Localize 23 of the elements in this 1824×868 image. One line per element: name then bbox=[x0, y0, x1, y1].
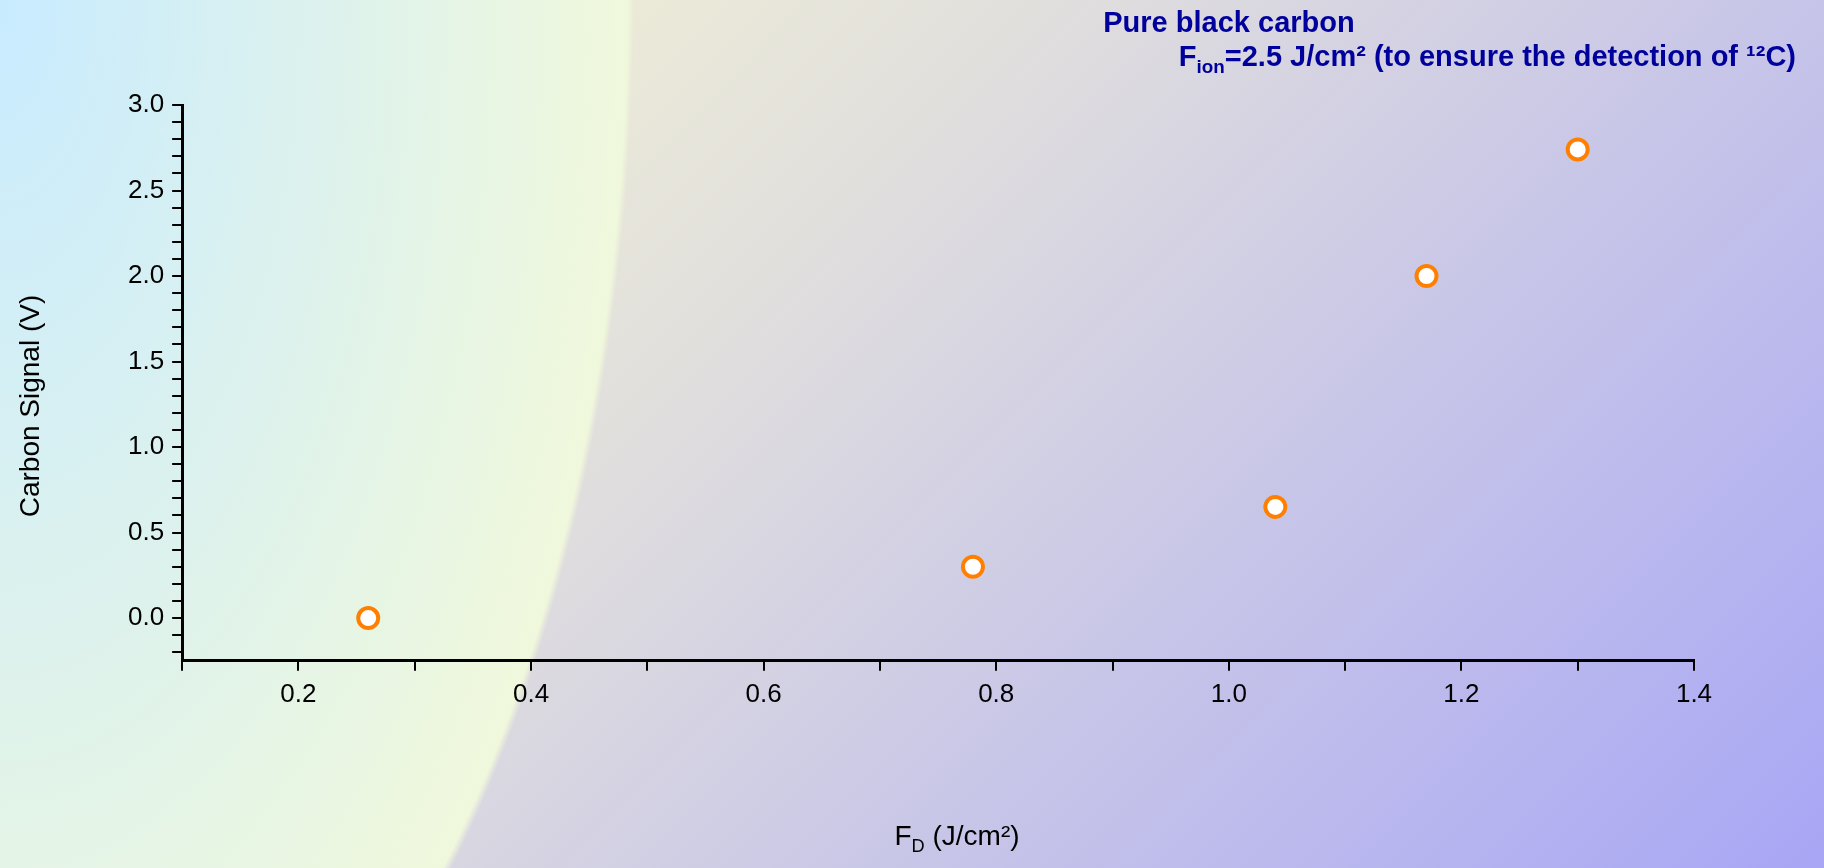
y-tick-label: 1.5 bbox=[127, 344, 165, 375]
y-tick-label: 2.5 bbox=[127, 173, 165, 204]
x-axis-title: F$_{D}$ (J/cm²) bbox=[893, 820, 1021, 857]
point bbox=[1565, 137, 1590, 162]
point bbox=[356, 606, 381, 631]
x-tick-label: 0.4 bbox=[512, 677, 550, 708]
y-tick-label: 2.0 bbox=[127, 259, 165, 290]
x-tick-label: 1.4 bbox=[1675, 677, 1713, 708]
y-axis-title: Carbon Signal (V) bbox=[14, 294, 46, 518]
x-tick-label: 1.2 bbox=[1443, 677, 1480, 708]
chart-title: Pure black carbon bbox=[1102, 6, 1356, 39]
y-tick-label: 3.0 bbox=[127, 88, 165, 119]
point bbox=[1263, 494, 1288, 519]
y-tick-label: 0.0 bbox=[127, 601, 165, 632]
x-tick-label: 0.8 bbox=[978, 677, 1015, 708]
y-tick-label: 0.5 bbox=[127, 515, 165, 546]
chart-subtitle: F$_{ion}$=2.5 J/cm² (to ensure the detection of ¹²C) bbox=[1177, 40, 1796, 78]
x-tick-label: 0.2 bbox=[280, 677, 317, 708]
point bbox=[960, 554, 985, 579]
x-tick-label: 0.6 bbox=[745, 677, 782, 708]
x-tick-label: 1.0 bbox=[1210, 677, 1247, 708]
y-tick-label: 1.0 bbox=[127, 430, 165, 461]
point bbox=[1414, 264, 1439, 289]
